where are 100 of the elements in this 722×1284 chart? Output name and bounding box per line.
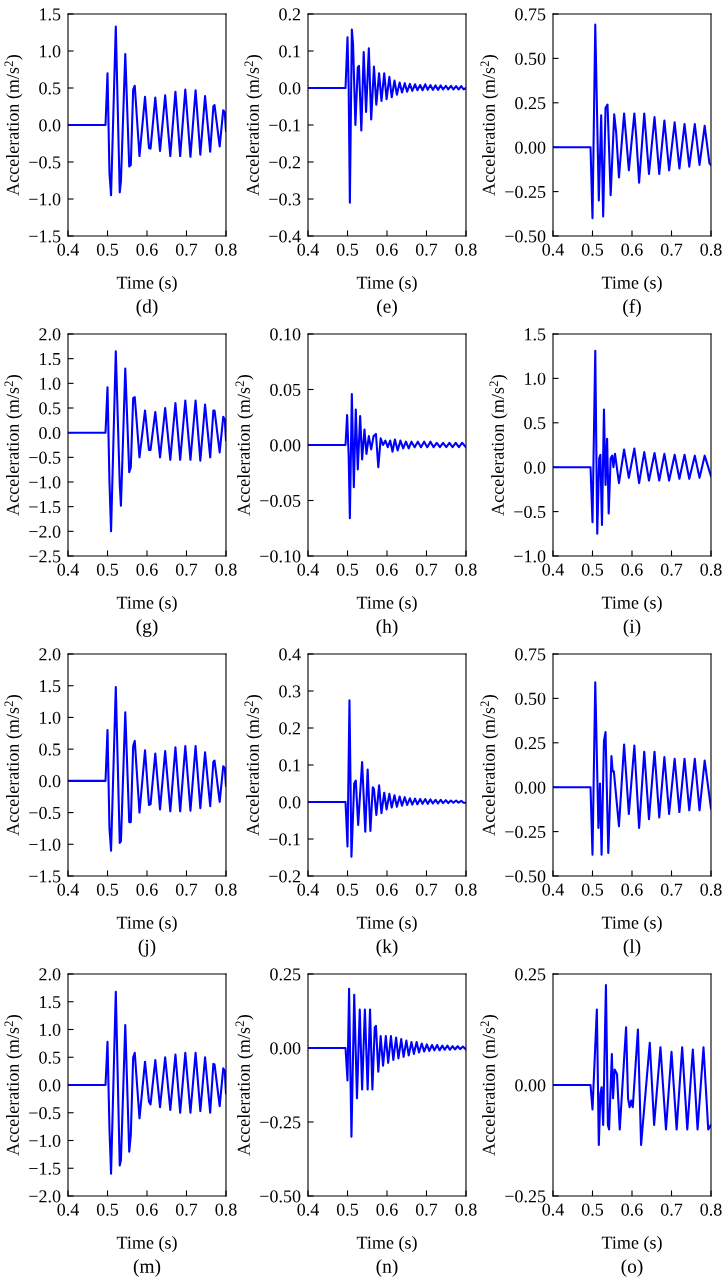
x-tick-label: 0.7	[175, 883, 198, 896]
y-tick-label: 1.0	[40, 45, 61, 58]
x-axis-title: Time (s)	[601, 275, 662, 293]
y-tick-label: 2.0	[39, 648, 61, 661]
y-tick-label: 0.25	[270, 968, 301, 981]
x-axis-title: Time (s)	[356, 595, 417, 613]
x-tick-label: 0.7	[660, 1203, 683, 1216]
x-tick-label: 0.5	[96, 1203, 119, 1216]
y-tick-label: 0.00	[515, 781, 546, 794]
y-axis-title: Acceleration (m/s$^{2}$)	[4, 374, 23, 516]
line-series	[68, 685, 226, 852]
x-tick-label: 0.8	[455, 883, 477, 896]
y-axis-title: Acceleration (m/s$^{2}$)	[244, 54, 263, 196]
x-tick-label: 0.5	[336, 883, 359, 896]
y-tick-label: 0.3	[279, 685, 301, 698]
text: (f)	[623, 299, 641, 317]
y-tick-label: −1.5	[29, 501, 61, 514]
x-tick-label: 0.5	[581, 883, 604, 896]
y-tick-label: 0.00	[515, 141, 546, 154]
y-tick-label: 0.00	[270, 1042, 301, 1055]
y-axis-title: Acceleration (m/s$^{2}$)	[235, 374, 254, 516]
x-tick-label: 0.8	[215, 883, 237, 896]
text: (h)	[376, 619, 398, 637]
x-tick-label: 0.7	[415, 243, 438, 256]
x-tick-label: 0.8	[700, 1203, 722, 1216]
y-tick-label: 0.0	[39, 775, 61, 788]
y-tick-label: −0.25	[505, 1190, 546, 1203]
x-axis-title: Time (s)	[116, 595, 177, 613]
x-tick-label: 0.6	[376, 883, 398, 896]
y-tick-label: 0.2	[279, 722, 301, 735]
y-axis-title: Acceleration (m/s$^{2}$)	[480, 1014, 499, 1156]
text: (o)	[621, 1259, 643, 1277]
x-axis-title: Time (s)	[601, 915, 662, 933]
y-tick-label: −0.50	[260, 1190, 301, 1203]
x-tick-label: 0.4	[57, 1203, 79, 1216]
y-tick-label: −2.5	[29, 550, 61, 563]
y-tick-label: −0.1	[269, 119, 300, 132]
x-tick-label: 0.7	[660, 883, 683, 896]
y-tick-label: −0.2	[269, 870, 301, 883]
line-series	[553, 23, 711, 220]
x-tick-label: 0.4	[297, 1203, 319, 1216]
y-tick-label: −1.0	[29, 476, 61, 489]
y-axis-title: Acceleration (m/s$^{2}$)	[489, 374, 508, 516]
y-tick-label: 1.0	[525, 372, 546, 385]
x-tick-label: 0.8	[455, 563, 477, 576]
x-tick-label: 0.8	[700, 243, 722, 256]
y-tick-label: 0.00	[270, 439, 301, 452]
y-tick-label: 1.0	[40, 377, 61, 390]
x-tick-label: 0.6	[621, 883, 643, 896]
x-tick-label: 0.4	[297, 883, 319, 896]
y-axis-title: Acceleration (m/s$^{2}$)	[4, 694, 23, 836]
x-tick-label: 0.7	[415, 1203, 438, 1216]
y-tick-label: 0.0	[39, 119, 61, 132]
x-tick-label: 0.6	[136, 243, 158, 256]
x-tick-label: 0.7	[175, 243, 198, 256]
x-tick-label: 0.5	[581, 563, 604, 576]
x-tick-label: 0.6	[376, 243, 398, 256]
y-axis-title: Acceleration (m/s$^{2}$)	[244, 694, 263, 836]
y-tick-label: 0.00	[515, 1079, 546, 1092]
x-tick-label: 0.6	[621, 563, 643, 576]
x-tick-label: 0.4	[297, 563, 319, 576]
x-tick-label: 0.8	[700, 883, 722, 896]
x-tick-label: 0.6	[136, 1203, 158, 1216]
y-tick-label: 0.0	[279, 82, 301, 95]
x-tick-label: 0.7	[175, 563, 198, 576]
x-tick-label: 0.8	[215, 243, 237, 256]
line-series	[553, 349, 711, 535]
y-tick-label: −0.50	[505, 870, 546, 883]
x-tick-label: 0.8	[455, 243, 477, 256]
y-tick-label: 0.5	[39, 402, 61, 415]
y-tick-label: −0.05	[260, 494, 301, 508]
y-tick-label: −1.5	[29, 1162, 61, 1175]
y-tick-label: −1.0	[29, 838, 61, 851]
x-axis-title: Time (s)	[356, 275, 417, 293]
y-axis-title: Acceleration (m/s$^{2}$)	[235, 1014, 254, 1156]
y-tick-label: 0.5	[39, 743, 61, 756]
x-tick-label: 0.4	[57, 563, 79, 576]
x-axis-title: Time (s)	[116, 275, 177, 293]
y-axis-title: Acceleration (m/s$^{2}$)	[480, 54, 499, 196]
x-tick-label: 0.4	[57, 243, 79, 256]
y-tick-label: −0.1	[269, 833, 300, 846]
y-tick-label: 0.05	[270, 383, 301, 397]
line-series	[68, 990, 226, 1175]
y-tick-label: −0.5	[514, 505, 546, 519]
x-axis-title: Time (s)	[601, 595, 662, 613]
x-tick-label: 0.5	[581, 1203, 604, 1216]
y-tick-label: 0.0	[39, 1079, 61, 1092]
y-tick-label: −0.5	[29, 806, 61, 820]
y-tick-label: −0.25	[260, 1116, 301, 1129]
y-tick-label: 0.25	[515, 737, 546, 750]
text: (k)	[376, 939, 398, 957]
x-tick-label: 0.6	[136, 883, 158, 896]
y-tick-label: 2.0	[39, 328, 61, 341]
x-axis-title: Time (s)	[116, 1235, 177, 1253]
x-tick-label: 0.6	[376, 563, 398, 576]
y-tick-label: −0.10	[260, 550, 301, 563]
y-axis-title: Acceleration (m/s$^{2}$)	[4, 54, 23, 196]
y-tick-label: 0.0	[39, 426, 61, 440]
x-tick-label: 0.4	[542, 243, 564, 256]
y-tick-label: 0.0	[524, 461, 546, 474]
